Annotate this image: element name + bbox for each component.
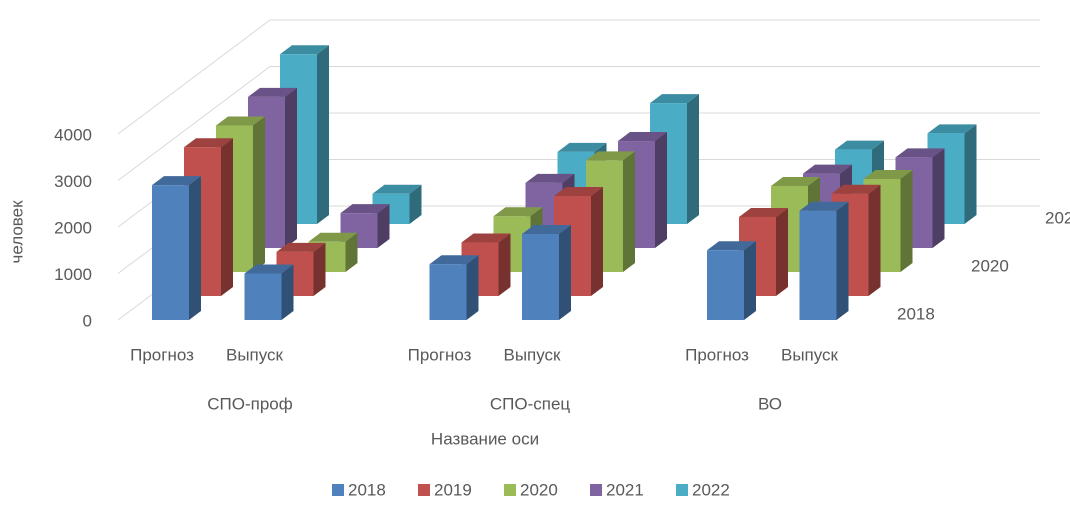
bar-top — [184, 138, 233, 148]
bar-top — [831, 184, 881, 194]
bar-side — [345, 232, 358, 272]
legend-swatch — [418, 484, 430, 496]
bar-side — [559, 224, 571, 320]
bar-side — [409, 184, 422, 224]
y-tick-label: 4000 — [54, 125, 92, 144]
x-tick-label: Выпуск — [781, 345, 839, 364]
bar-top — [586, 151, 635, 161]
x-axis-title: Название оси — [431, 429, 539, 448]
y-tick-label: 2000 — [54, 218, 92, 237]
bar-top — [372, 184, 422, 194]
bar — [522, 233, 559, 320]
legend-label: 2019 — [434, 480, 472, 499]
bar-side — [317, 45, 329, 225]
bar-top — [835, 140, 884, 150]
x-group-label: ВО — [758, 394, 782, 413]
bar-top — [803, 164, 852, 174]
bar-side — [868, 184, 881, 296]
bar — [429, 264, 467, 320]
x-tick-label: Прогноз — [408, 345, 472, 364]
grid-line — [117, 19, 1040, 135]
grid-line — [117, 66, 1040, 181]
bar-top — [308, 232, 358, 242]
x-group-label: СПО-проф — [207, 394, 292, 413]
y-tick-label: 1000 — [54, 265, 92, 284]
depth-tick-label: 2018 — [897, 304, 935, 323]
bar-top — [493, 207, 543, 217]
bar — [707, 250, 744, 320]
legend-swatch — [676, 484, 688, 496]
bar-side — [466, 255, 479, 320]
bar-top — [429, 255, 479, 265]
bar-top — [248, 87, 297, 97]
bar-side — [189, 176, 201, 320]
bar-top — [650, 94, 699, 104]
x-group-label: СПО-спец — [490, 394, 571, 413]
bar-top — [618, 132, 667, 142]
bar-side — [221, 138, 233, 296]
bar-side — [836, 201, 849, 320]
depth-tick-label: 2020 — [971, 256, 1009, 275]
x-tick-label: Прогноз — [685, 345, 749, 364]
bar-side — [900, 170, 913, 272]
bar — [152, 185, 189, 320]
legend-label: 2022 — [692, 480, 730, 499]
bar-top — [707, 241, 756, 251]
bar-top — [461, 233, 511, 243]
y-tick-label: 0 — [83, 311, 92, 330]
bar — [799, 210, 837, 320]
legend-swatch — [504, 484, 516, 496]
bar-side — [281, 264, 294, 320]
y-axis-title: человек — [7, 200, 26, 264]
bar-side — [313, 242, 326, 296]
bar-top — [771, 176, 820, 186]
bar-top — [216, 116, 265, 126]
bar-side — [623, 151, 635, 272]
bar-side — [591, 187, 603, 296]
legend-label: 2018 — [348, 480, 386, 499]
bar-side — [964, 124, 977, 224]
x-tick-label: Выпуск — [226, 345, 284, 364]
bar-side — [655, 132, 667, 248]
x-tick-label: Выпуск — [503, 345, 561, 364]
y-tick-label: 3000 — [54, 172, 92, 191]
bar-top — [557, 142, 607, 152]
bar-side — [377, 204, 390, 248]
bar-top — [244, 264, 294, 274]
legend-swatch — [590, 484, 602, 496]
bar-top — [525, 173, 575, 183]
legend-swatch — [332, 484, 344, 496]
legend-label: 2020 — [520, 480, 558, 499]
bar-side — [744, 241, 756, 320]
legend-label: 2021 — [606, 480, 644, 499]
bar-top — [280, 45, 329, 55]
bar-top — [522, 224, 571, 234]
bar-top — [276, 242, 326, 252]
bar-side — [253, 116, 265, 273]
bar-top — [554, 187, 603, 197]
bar-top — [863, 170, 913, 179]
bar-top — [739, 207, 788, 217]
bar-side — [285, 87, 297, 248]
bar-top — [927, 124, 977, 134]
x-tick-label: Прогноз — [130, 345, 194, 364]
bar-top — [152, 176, 201, 186]
bar-side — [776, 207, 788, 296]
bar-side — [932, 148, 945, 248]
bar-side — [687, 94, 699, 224]
bar-top — [799, 201, 849, 211]
bar-side — [498, 233, 511, 296]
depth-tick-label: 2022 — [1045, 208, 1070, 227]
bar — [244, 273, 282, 320]
bar-top — [895, 148, 945, 158]
bar-top — [340, 204, 390, 214]
